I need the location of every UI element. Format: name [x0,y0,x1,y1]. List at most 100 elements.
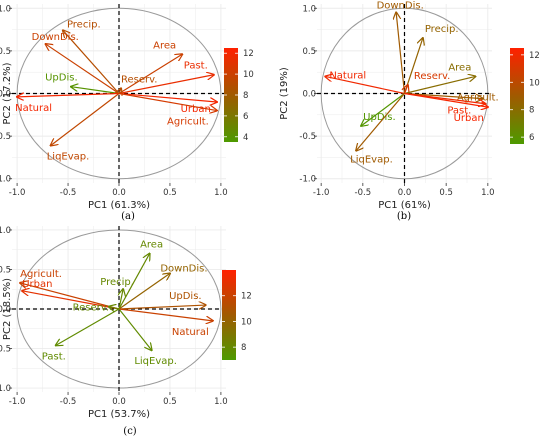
colorbar [224,48,238,142]
label-downdis: DownDis. [32,32,79,43]
pca-panel-c: Area DownDis. Agricult.Urban Precip. Reserv.… [0,226,252,420]
pca-panel-a: Precip. DownDis. Area Past. UpDis. Reserv. Nat… [0,4,254,211]
arrow-agricult [118,92,217,111]
x-tick-label: 1.0 [214,397,228,407]
label-precip: Precip. [67,19,101,30]
label-past: Past. [184,61,208,72]
x-axis-label: PC1 (61%) [378,200,431,211]
y-tick-label: 1.0 [302,4,316,14]
colorbar-tick-label: 6 [529,133,534,143]
y-tick-label: -0.5 [299,132,316,142]
label-urban: Urban [454,113,484,124]
label-liqevap: LiqEvap. [350,155,393,166]
arrow-liqevap [118,308,152,350]
x-tick-label: -0.5 [60,397,77,407]
x-tick-label: 0.5 [163,188,177,198]
x-tick-label: 0.0 [112,397,126,407]
arrow-area [118,254,150,310]
colorbar-tick-label: 4 [243,133,248,143]
arrow-area [118,54,182,95]
label-agricult: Agricult. [167,117,209,128]
label-agricult: Agricult. [457,93,499,104]
colorbar-tick-label: 12 [243,49,254,59]
label-updis: UpDis. [169,291,202,302]
arrow-precip [119,289,123,310]
arrow-liqevap [356,93,405,151]
label-reserv: Reserv. [414,71,450,82]
label-precip: Precip. [425,24,459,35]
arrow-updis [71,87,120,95]
label-past: Past. [447,106,471,117]
y-tick-label: 0.0 [302,90,316,100]
y-tick-label: 0.5 [0,47,11,57]
x-axis-label: PC1 (53.7%) [88,409,150,420]
label-updis: UpDis. [45,73,78,84]
arrow-past [118,75,214,95]
label-past: Past. [42,351,66,362]
x-tick-label: -0.5 [355,188,372,198]
x-tick-label: 0.5 [163,397,177,407]
y-tick-label: -1.0 [0,384,11,394]
label-natural: Natural [172,327,209,338]
arrow-natural [325,76,405,95]
y-tick-label: 0.5 [302,47,316,57]
arrow-natural [118,308,213,321]
label-downdis: DownDis. [377,1,424,12]
colorbar-tick-label: 8 [241,343,246,353]
x-tick-label: -1.0 [9,397,26,407]
arrow-precip [63,30,120,94]
arrow-downdis [118,273,170,310]
label-downdis: DownDis. [160,263,207,274]
label-reserv: Reserv. [121,74,157,85]
arrow-reserv [109,307,120,309]
y-tick-label: 0.5 [0,265,11,275]
y-tick-label: -0.5 [0,132,11,142]
pca-panel-b: DownDis. Precip. Reserv.Area Natural Agricul… [279,1,540,211]
arrow-urban [118,92,217,103]
arrow-reserv [405,85,408,94]
arrow-liqevap [51,93,120,146]
arrow-downdis [46,44,120,94]
caption-a: (a) [121,211,135,222]
x-tick-label: 0.0 [398,188,412,198]
label-urban: Urban [181,104,211,115]
arrow-updis [361,93,405,126]
x-tick-label: 0.0 [112,188,126,198]
label-area: Area [153,40,176,51]
x-axis-label: PC1 (61.3%) [88,200,150,211]
label-updis: UpDis. [363,112,396,123]
x-tick-label: 1.0 [481,188,495,198]
x-tick-label: -1.0 [313,188,330,198]
label-natural: Natural [329,70,366,81]
arrow-area [404,76,476,95]
colorbar-tick-label: 12 [241,292,252,302]
x-tick-label: -0.5 [60,188,77,198]
arrow-agricult [404,92,483,99]
arrow-agricult [20,283,120,310]
label-reserv: Reserv. [73,303,109,314]
colorbar-tick-label: 8 [243,91,248,101]
arrow-downdis [396,13,406,94]
y-tick-label: -0.5 [0,345,11,355]
y-tick-label: -1.0 [299,175,316,185]
colorbar [222,270,236,360]
x-tick-label: 1.0 [214,188,228,198]
y-tick-label: 0.0 [0,305,11,315]
arrow-reserv [119,88,121,93]
colorbar-tick-label: 6 [243,112,248,122]
x-tick-label: -1.0 [9,188,26,198]
label-area: Area [448,62,471,73]
arrow-urban [404,92,488,108]
colorbar-tick-label: 8 [529,106,534,116]
colorbar-tick-label: 10 [241,317,252,327]
label-liqevap: LiqEvap. [47,151,90,162]
colorbar-tick-label: 10 [243,70,254,80]
y-tick-label: -1.0 [0,175,11,185]
y-axis-label: PC2 (19%) [279,67,290,120]
label-precip: Precip. [100,277,134,288]
label-liqevap: LiqEvap. [134,356,177,367]
label-natural: Natural [15,103,52,114]
y-axis-label: PC2 (18.5%) [2,278,13,340]
label-urban: Urban [22,279,52,290]
